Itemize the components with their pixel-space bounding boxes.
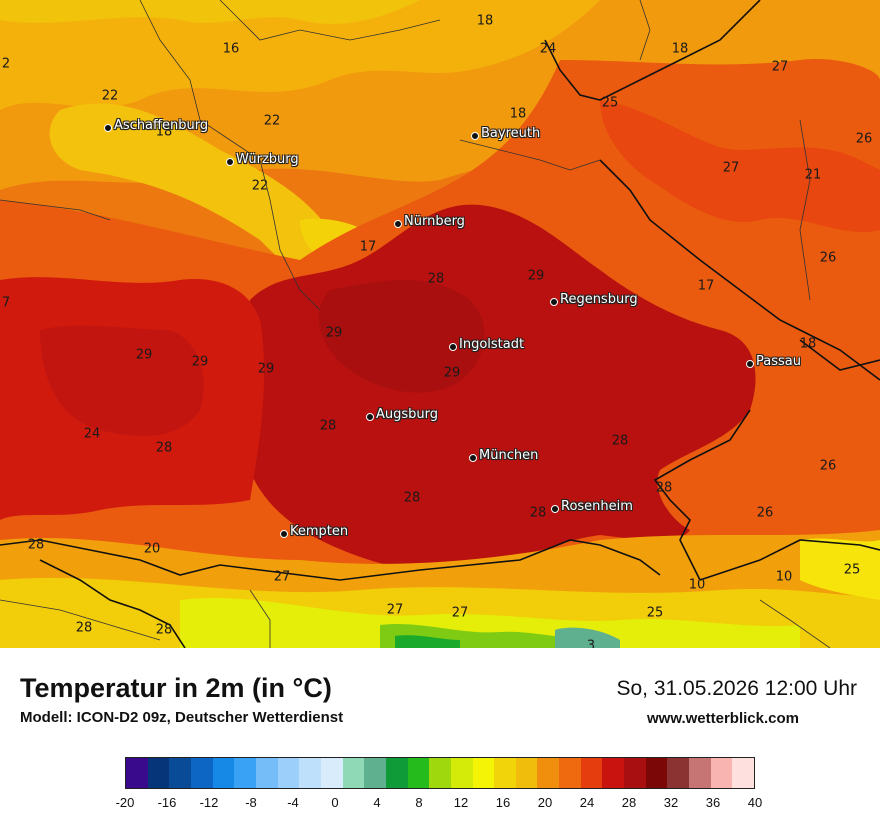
legend-swatch: [559, 758, 581, 788]
color-legend-bar: [125, 757, 755, 789]
legend-swatch: [645, 758, 668, 788]
legend-tick-label: -4: [287, 795, 299, 810]
legend-swatch: [147, 758, 170, 788]
legend-tick-label: -16: [157, 795, 177, 810]
legend-tick-label: 28: [621, 795, 637, 810]
temperature-map: [0, 0, 880, 648]
legend-swatch: [450, 758, 473, 788]
legend-swatch: [385, 758, 408, 788]
legend-tick-label: 40: [747, 795, 763, 810]
footer: Temperatur in 2m (in °C) Modell: ICON-D2…: [0, 648, 880, 830]
legend-swatch: [407, 758, 430, 788]
legend-tick-label: 20: [537, 795, 553, 810]
legend-swatch: [515, 758, 538, 788]
legend-swatch: [169, 758, 191, 788]
legend-swatch: [602, 758, 625, 788]
legend-swatch: [234, 758, 256, 788]
legend-tick-label: -12: [199, 795, 219, 810]
legend-tick-label: 12: [453, 795, 469, 810]
legend-tick-label: 0: [331, 795, 339, 810]
legend-tick-label: -8: [245, 795, 257, 810]
map-title: Temperatur in 2m (in °C): [20, 673, 332, 703]
legend-swatch: [277, 758, 300, 788]
legend-swatch: [624, 758, 646, 788]
website-link[interactable]: www.wetterblick.com: [647, 710, 799, 727]
legend-swatch: [299, 758, 321, 788]
legend-swatch: [342, 758, 365, 788]
legend-swatch: [190, 758, 213, 788]
legend-tick-label: 4: [373, 795, 381, 810]
legend-tick-label: 16: [495, 795, 511, 810]
legend-tick-label: 8: [415, 795, 423, 810]
model-subtitle: Modell: ICON-D2 09z, Deutscher Wetterdie…: [20, 709, 344, 726]
legend-swatch: [710, 758, 733, 788]
legend-swatch: [537, 758, 560, 788]
legend-swatch: [667, 758, 690, 788]
legend-tick-label: -20: [115, 795, 135, 810]
legend-swatch: [472, 758, 495, 788]
legend-swatch: [689, 758, 711, 788]
legend-swatch: [580, 758, 603, 788]
legend-tick-label: 24: [579, 795, 595, 810]
legend-swatch: [212, 758, 235, 788]
temperature-field: [0, 0, 880, 648]
legend-swatch: [320, 758, 343, 788]
legend-tick-label: 32: [663, 795, 679, 810]
forecast-datetime: So, 31.05.2026 12:00 Uhr: [616, 677, 857, 700]
legend-swatch: [494, 758, 516, 788]
legend-swatch: [429, 758, 451, 788]
legend-tick-label: 36: [705, 795, 721, 810]
legend-swatch: [732, 758, 755, 788]
legend-swatch: [364, 758, 386, 788]
legend-swatch: [255, 758, 278, 788]
legend-swatch: [126, 758, 148, 788]
